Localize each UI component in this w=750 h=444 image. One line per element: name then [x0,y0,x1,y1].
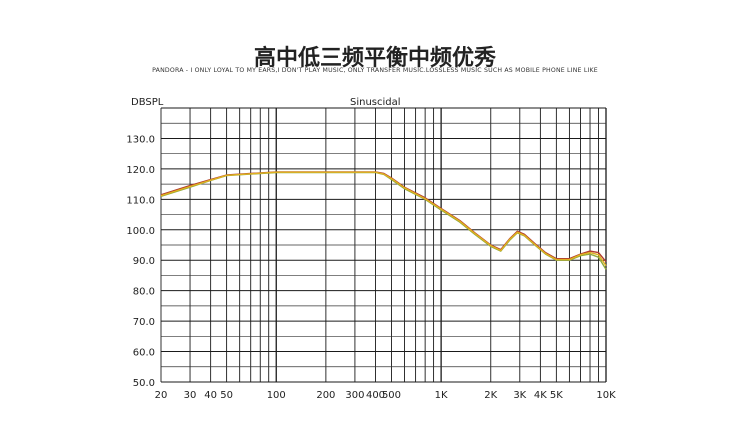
x-tick-label: 2K [484,390,497,401]
y-tick-label: 90.0 [133,256,155,267]
y-tick-label: 60.0 [133,348,155,359]
chart-annotation: Sinuscidal [350,97,401,108]
x-tick-label: 500 [382,390,401,401]
x-tick-label: 100 [267,390,286,401]
x-tick-label: 200 [316,390,335,401]
y-tick-label: 70.0 [133,317,155,328]
axis-labels: 50.0 60.0 70.0 80.0 90.0 100.0 110.0 120.0 130.0… [126,97,616,401]
x-tick-label: 3K [513,390,526,401]
x-tick-label: 4K [534,390,547,401]
x-tick-label: 10K [596,390,616,401]
y-tick-label: 50.0 [133,378,155,389]
y-tick-label: 80.0 [133,287,155,298]
y-tick-label: 110.0 [126,195,155,206]
y-tick-label: 100.0 [126,226,155,237]
x-tick-label: 30 [184,390,197,401]
x-tick-label: 50 [220,390,233,401]
series-line-2 [160,171,607,270]
y-axis-label: DBSPL [131,97,164,108]
x-tick-label: 300 [345,390,364,401]
x-tick-label: 40 [204,390,217,401]
series-layer [160,171,607,270]
chart-title: 高中低三频平衡中频优秀 [253,46,496,71]
y-tick-label: 130.0 [126,134,155,145]
grid [160,107,607,383]
series-line-3 [160,171,607,267]
y-tick-label: 120.0 [126,165,155,176]
x-tick-label: 20 [155,390,168,401]
x-tick-label: 1K [435,390,448,401]
x-tick-label: 5K [550,390,563,401]
x-tick-label: 400 [366,390,385,401]
chart-subtitle: PANDORA - I ONLY LOYAL TO MY EARS,I DON'… [152,67,598,74]
